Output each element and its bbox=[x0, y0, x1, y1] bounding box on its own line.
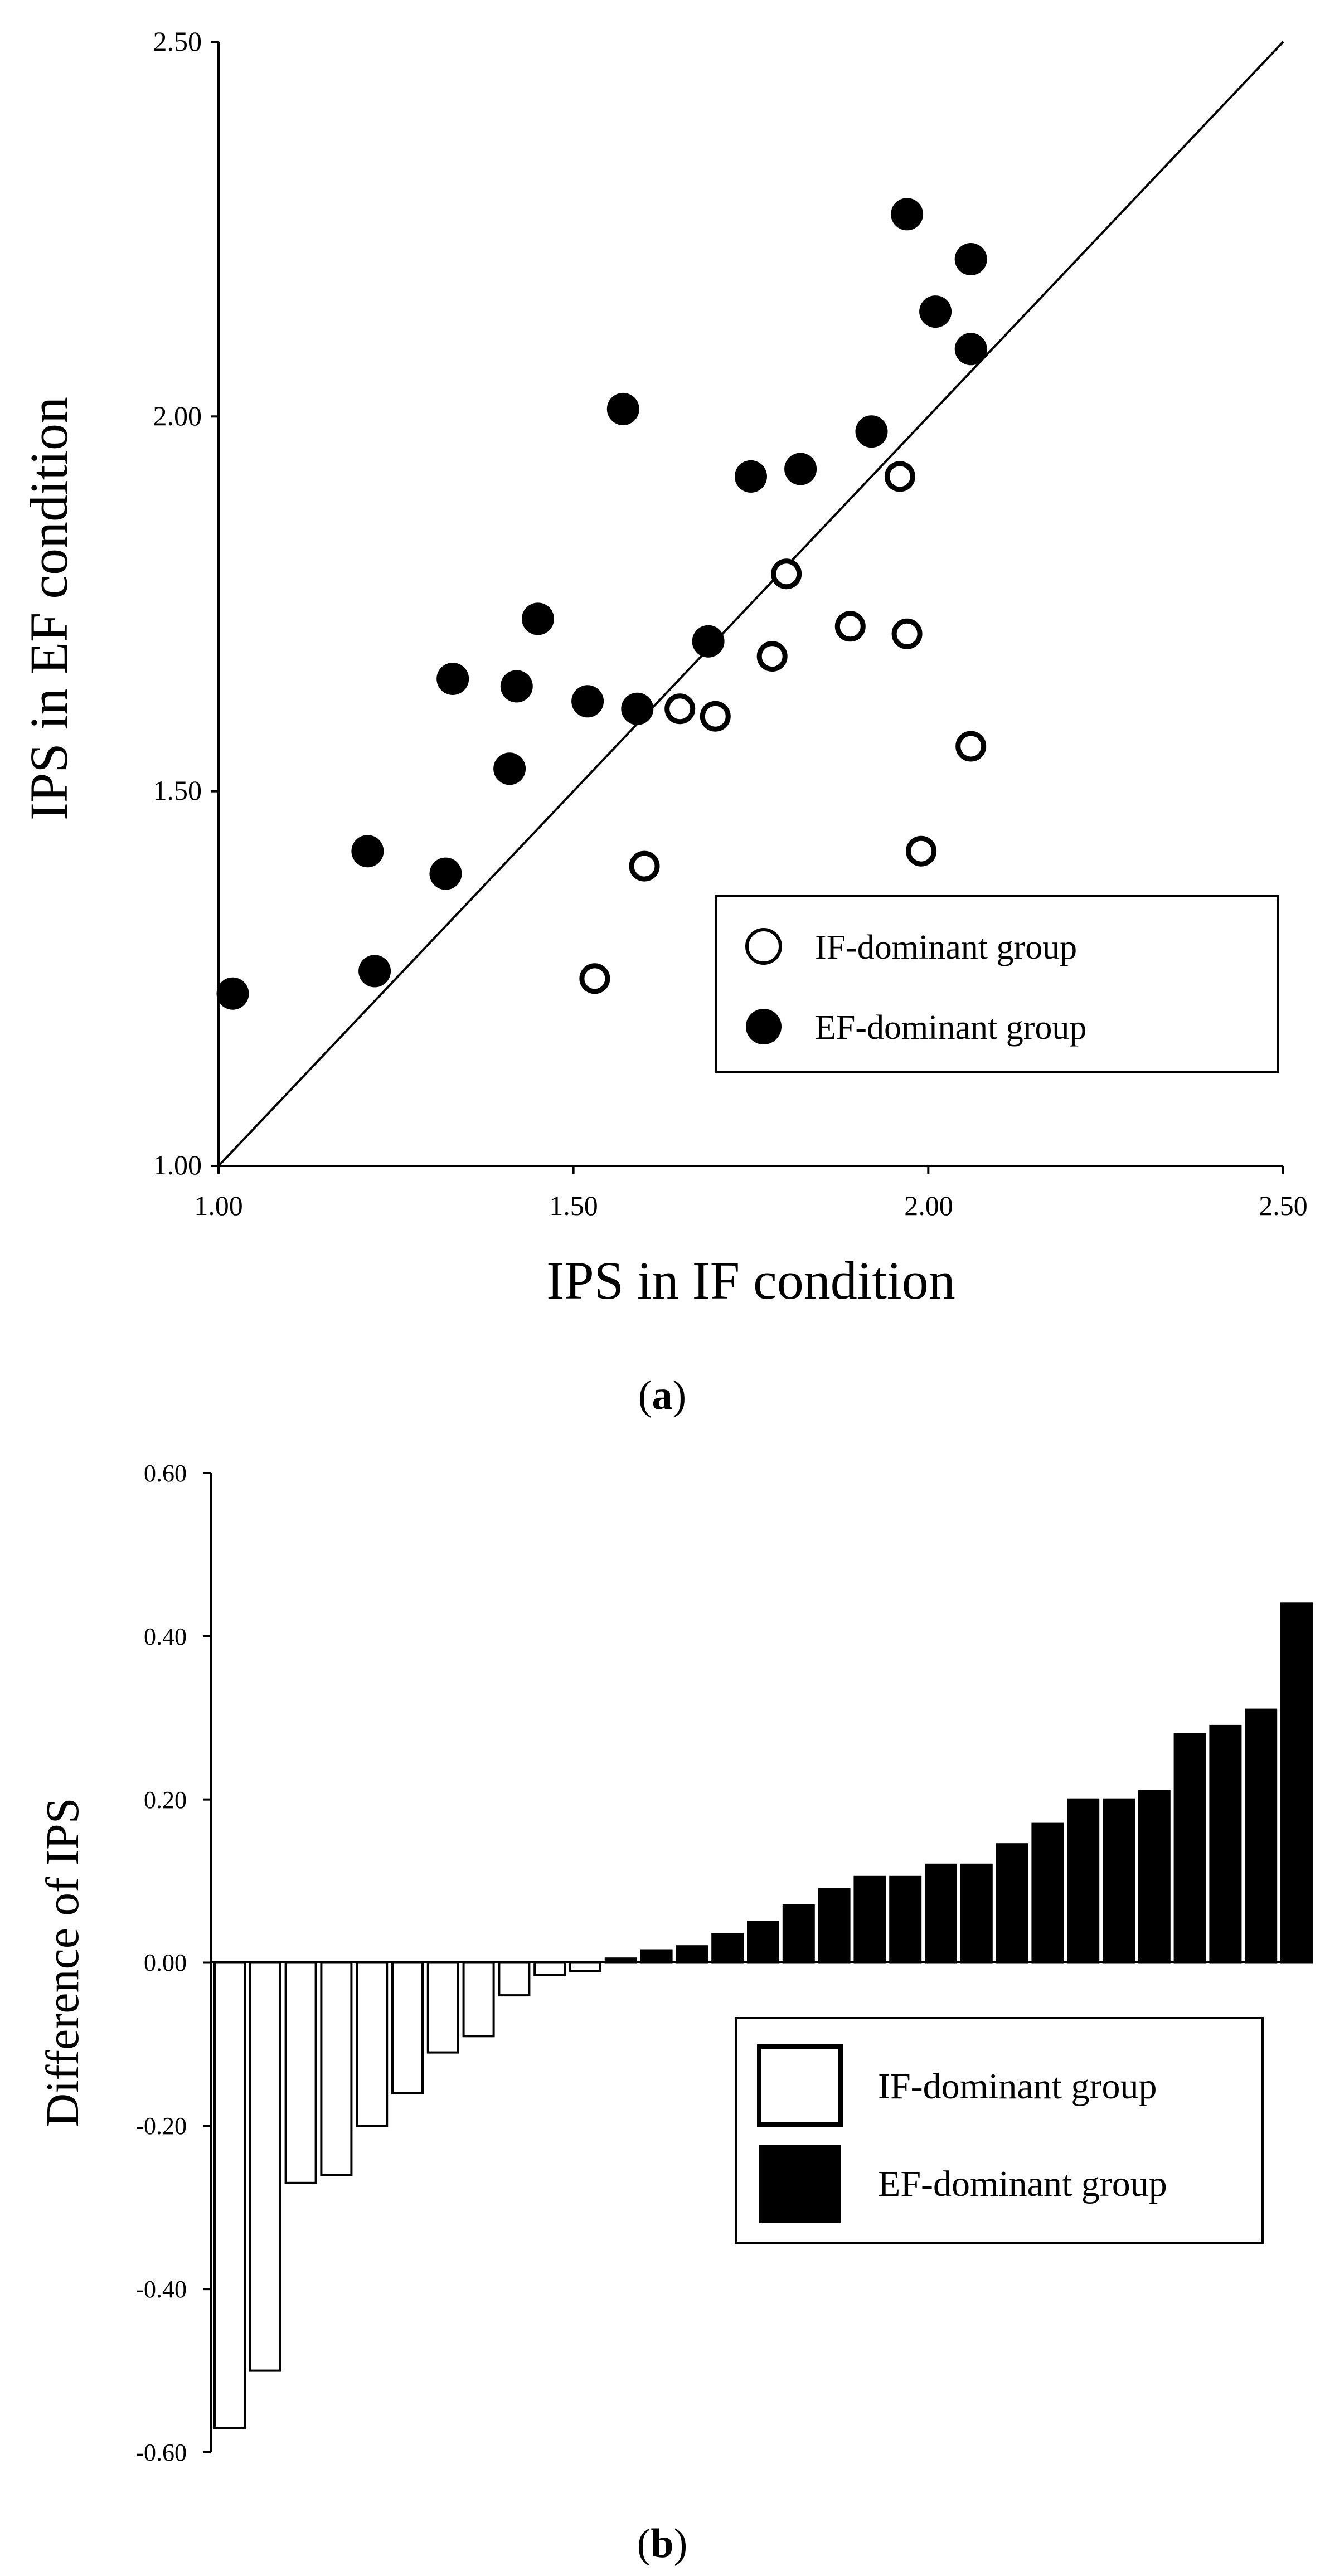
bar-if-dominant bbox=[569, 1961, 601, 1972]
bar-if-dominant bbox=[249, 1961, 281, 2372]
bar-if-dominant bbox=[356, 1961, 389, 2127]
bar-marks bbox=[213, 1602, 1313, 2429]
bar-ef-dominant bbox=[1209, 1724, 1242, 1964]
bar-panel: -0.60 -0.40 -0.20 0.00 0.20 0.40 0.60 Di… bbox=[37, 1460, 1313, 2466]
bar-ef-dominant bbox=[711, 1933, 744, 1964]
bar-ef-dominant bbox=[640, 1949, 673, 1964]
point-if-dominant bbox=[891, 618, 923, 649]
point-if-dominant bbox=[579, 963, 610, 994]
point-ef-dominant bbox=[891, 198, 924, 231]
legend: IF-dominant group EF-dominant group bbox=[735, 2017, 1264, 2244]
point-ef-dominant bbox=[855, 415, 888, 448]
point-ef-dominant bbox=[735, 460, 767, 493]
point-ef-dominant bbox=[954, 333, 987, 366]
point-ef-dominant bbox=[216, 977, 249, 1010]
y-tick-label: -0.60 bbox=[135, 2439, 187, 2466]
bar-ef-dominant bbox=[818, 1888, 851, 1964]
point-ef-dominant bbox=[784, 453, 817, 485]
x-axis-title: IPS in IF condition bbox=[546, 1251, 955, 1310]
bar-if-dominant bbox=[391, 1961, 424, 2094]
bar-ef-dominant bbox=[747, 1921, 779, 1964]
bar-if-dominant bbox=[284, 1961, 317, 2184]
legend-box bbox=[715, 895, 1279, 1073]
point-if-dominant bbox=[771, 558, 802, 590]
legend-label: EF-dominant group bbox=[815, 1009, 1086, 1047]
legend-swatch-open bbox=[757, 2044, 843, 2127]
point-ef-dominant bbox=[919, 295, 952, 328]
bar-if-dominant bbox=[498, 1961, 531, 1997]
axis-ticks bbox=[211, 41, 1284, 1174]
legend-swatch-filled bbox=[759, 2145, 841, 2223]
point-ef-dominant bbox=[692, 625, 725, 658]
caption-a: (a) bbox=[638, 1373, 686, 1418]
y-tick-label: 0.00 bbox=[144, 1949, 187, 1976]
y-axis-title: IPS in EF condition bbox=[19, 397, 79, 820]
y-tick-label: 0.40 bbox=[144, 1623, 187, 1650]
point-ef-dominant bbox=[351, 835, 384, 868]
y-tick-label: -0.20 bbox=[135, 2112, 187, 2140]
point-ef-dominant bbox=[358, 955, 391, 988]
x-tick-label: 2.00 bbox=[904, 1190, 953, 1221]
y-tick-label: 2.00 bbox=[153, 400, 202, 431]
axis-ticks bbox=[203, 1472, 211, 2453]
bar-ef-dominant bbox=[1138, 1790, 1171, 1964]
bar-ef-dominant bbox=[925, 1863, 957, 1964]
legend: IF-dominant group EF-dominant group bbox=[715, 895, 1279, 1073]
point-if-dominant bbox=[756, 641, 788, 672]
bar-if-dominant bbox=[213, 1961, 246, 2429]
y-axis-title: Difference of IPS bbox=[37, 1798, 89, 2127]
bar-ef-dominant bbox=[889, 1875, 922, 1964]
point-ef-dominant bbox=[522, 602, 554, 635]
bar-ef-dominant bbox=[1245, 1708, 1278, 1964]
y-tick-label: 0.20 bbox=[144, 1786, 187, 1814]
point-ef-dominant bbox=[429, 857, 462, 890]
point-if-dominant bbox=[884, 461, 915, 492]
point-if-dominant bbox=[906, 835, 937, 867]
bar-if-dominant bbox=[462, 1961, 495, 2038]
x-tick-label: 1.50 bbox=[549, 1190, 598, 1221]
point-ef-dominant bbox=[500, 670, 533, 703]
bar-if-dominant bbox=[426, 1961, 459, 2054]
bar-if-dominant bbox=[533, 1961, 566, 1976]
bar-ef-dominant bbox=[1067, 1798, 1100, 1964]
bar-ef-dominant bbox=[1280, 1602, 1313, 1964]
y-tick-label: 0.60 bbox=[144, 1460, 187, 1487]
point-ef-dominant bbox=[493, 752, 526, 785]
y-tick-label: 1.50 bbox=[153, 775, 202, 806]
bar-ef-dominant bbox=[676, 1945, 708, 1964]
y-tick-label: 2.50 bbox=[153, 26, 202, 57]
legend-label: EF-dominant group bbox=[878, 2164, 1167, 2204]
bar-ef-dominant bbox=[1103, 1798, 1135, 1964]
bar-ef-dominant bbox=[782, 1904, 815, 1964]
point-if-dominant bbox=[955, 731, 987, 762]
bar-ef-dominant bbox=[853, 1875, 886, 1964]
bar-ef-dominant bbox=[996, 1843, 1028, 1964]
y-tick-label: 1.00 bbox=[153, 1149, 202, 1180]
point-if-dominant bbox=[664, 693, 696, 725]
x-tick-label: 2.50 bbox=[1259, 1190, 1308, 1221]
caption-b: (b) bbox=[637, 2521, 687, 2567]
point-if-dominant bbox=[629, 850, 660, 882]
scatter-marks bbox=[216, 41, 1284, 1167]
bar-ef-dominant bbox=[1173, 1733, 1206, 1964]
point-if-dominant bbox=[700, 701, 731, 732]
bar-if-dominant bbox=[320, 1961, 353, 2176]
point-ef-dominant bbox=[571, 685, 604, 718]
point-ef-dominant bbox=[954, 243, 987, 275]
x-tick-label: 1.00 bbox=[194, 1190, 243, 1221]
point-if-dominant bbox=[834, 611, 866, 642]
identity-line bbox=[217, 41, 1284, 1167]
legend-label: IF-dominant group bbox=[878, 2066, 1157, 2107]
bar-ef-dominant bbox=[960, 1863, 993, 1964]
scatter-panel: 1.00 1.50 2.00 2.50 1.00 1.50 2.00 2.50 … bbox=[19, 26, 1308, 1310]
y-tick-label: -0.40 bbox=[135, 2276, 187, 2303]
legend-marker-filled bbox=[746, 1009, 782, 1044]
point-ef-dominant bbox=[606, 392, 639, 425]
legend-marker-open bbox=[745, 928, 782, 965]
point-ef-dominant bbox=[436, 663, 469, 695]
legend-label: IF-dominant group bbox=[815, 929, 1077, 966]
point-ef-dominant bbox=[621, 692, 654, 725]
bar-ef-dominant bbox=[1031, 1822, 1064, 1964]
